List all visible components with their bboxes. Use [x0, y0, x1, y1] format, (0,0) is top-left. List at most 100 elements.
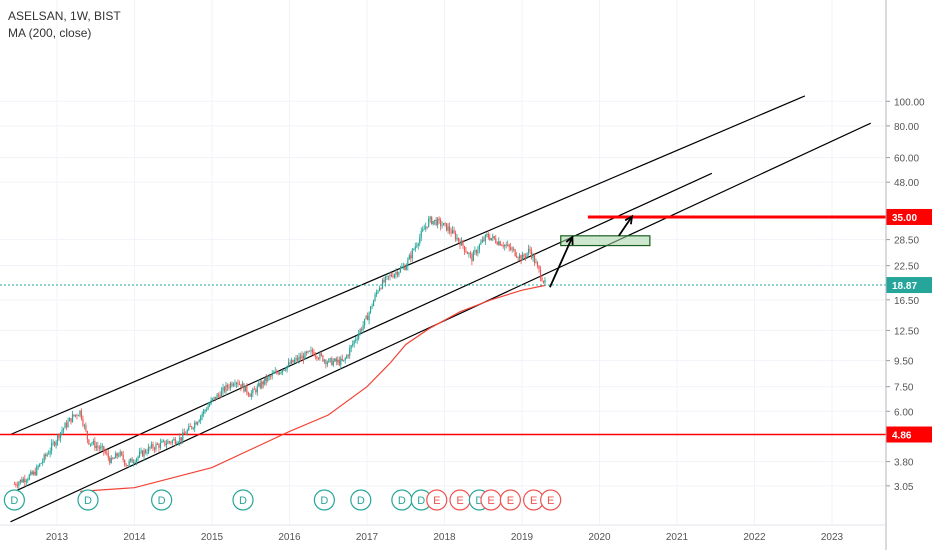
candle-body [76, 414, 78, 416]
candle-body [73, 414, 75, 416]
candle-body [54, 442, 56, 446]
candle-body [399, 268, 401, 273]
earnings-marker[interactable]: E [523, 489, 545, 511]
dividend-marker[interactable]: D [77, 489, 99, 511]
candle-body [459, 240, 461, 246]
candle-body [316, 356, 318, 359]
candle-body [361, 329, 363, 331]
candle-body [228, 387, 230, 389]
candle-body [444, 223, 446, 224]
target-zone-box [560, 235, 651, 247]
candle-body [68, 418, 71, 422]
chart-legend: ASELSAN, 1W, BIST MA (200, close) [8, 8, 121, 42]
candle-body [523, 254, 525, 257]
candle-body [283, 369, 285, 371]
symbol-title: ASELSAN, 1W, BIST [8, 9, 121, 23]
candle-body [527, 248, 530, 253]
candle-body [165, 443, 167, 446]
candle-body [195, 422, 197, 425]
candle-body [477, 249, 479, 254]
candle-body [322, 355, 324, 362]
dividend-marker[interactable]: D [151, 489, 173, 511]
candle-body [471, 254, 473, 262]
candle-body [511, 248, 513, 250]
candle-body [441, 225, 443, 227]
candle-body [326, 362, 328, 365]
candle-body [364, 318, 366, 326]
x-tick-label: 2015 [201, 532, 224, 543]
candle-body [390, 274, 393, 277]
candle-body [389, 274, 391, 277]
candle-body [356, 338, 358, 340]
candle-body [405, 266, 407, 270]
candle-body [366, 315, 369, 321]
candle-body [183, 432, 185, 434]
candle-body [226, 384, 229, 388]
candle-body [307, 350, 309, 353]
earnings-marker[interactable]: E [480, 489, 502, 511]
candle-body [246, 385, 248, 393]
candle-body [544, 279, 546, 283]
candle-body [52, 442, 54, 444]
candle-body [426, 226, 428, 228]
candle-body [149, 446, 151, 448]
candle-body [217, 394, 220, 396]
candle-body [92, 440, 94, 444]
earnings-marker[interactable]: E [540, 489, 562, 511]
y-tick-label: 7.50 [894, 383, 914, 394]
dividend-marker[interactable]: D [3, 489, 25, 511]
candle-body [343, 359, 345, 361]
indicator-label: MA (200, close) [8, 26, 92, 40]
candle-body [51, 443, 53, 451]
candle-body [305, 351, 308, 353]
candle-body [220, 390, 223, 398]
dividend-marker[interactable]: D [391, 489, 413, 511]
earnings-marker[interactable]: E [499, 489, 521, 511]
projection-arrow [549, 236, 574, 288]
candle-body [432, 220, 434, 225]
candle-body [255, 389, 257, 393]
earnings-marker[interactable]: E [426, 489, 448, 511]
candle-body [46, 454, 48, 456]
candle-body [489, 237, 491, 241]
candle-body [173, 439, 175, 441]
earnings-marker[interactable]: E [449, 489, 471, 511]
candle-body [532, 255, 534, 258]
dividend-marker[interactable]: D [313, 489, 335, 511]
candle-body [423, 228, 425, 230]
candle-body [422, 229, 424, 232]
candle-body [289, 362, 291, 364]
candle-body [314, 355, 317, 357]
moving-average [80, 284, 546, 492]
candle-body [487, 234, 489, 238]
dividend-marker[interactable]: D [232, 489, 254, 511]
candle-body [377, 290, 379, 293]
candle-body [435, 219, 437, 226]
candle-body [122, 454, 124, 460]
candle-body [247, 392, 249, 396]
candle-body [130, 458, 132, 461]
candle-body [445, 223, 448, 231]
candle-body [465, 251, 467, 253]
dividend-marker[interactable]: D [350, 489, 372, 511]
candle-body [185, 433, 187, 435]
candle-body [86, 431, 89, 440]
candle-body [177, 442, 179, 444]
candle-body [97, 445, 99, 448]
candle-body [168, 441, 170, 443]
x-tick-label: 2014 [123, 532, 146, 543]
candle-body [395, 272, 397, 275]
candle-body [450, 231, 452, 234]
candle-body [416, 245, 418, 247]
y-tick-label: 3.80 [894, 458, 914, 469]
candle-body [88, 439, 90, 445]
candle-body [383, 279, 385, 283]
y-tick-label: 6.00 [894, 407, 914, 418]
candle-body [180, 437, 182, 441]
candle-body [402, 266, 404, 268]
candle-body [159, 442, 162, 448]
y-tick-label: 60.00 [894, 154, 919, 165]
candle-body [542, 281, 545, 283]
candle-body [39, 463, 41, 467]
